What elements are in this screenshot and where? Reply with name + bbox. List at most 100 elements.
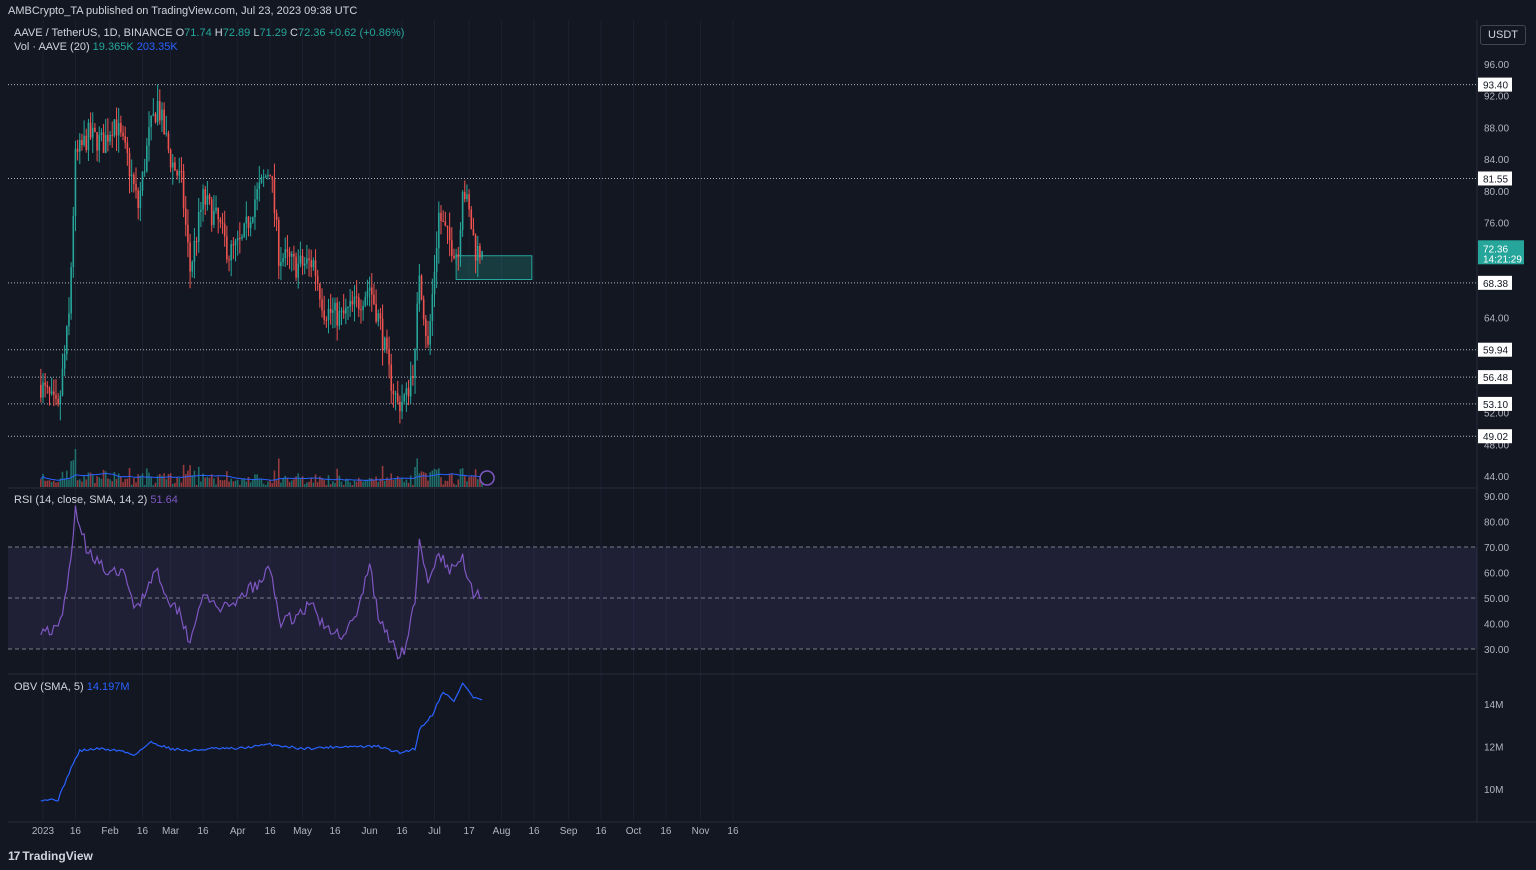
candle-body xyxy=(70,267,72,314)
candle-body xyxy=(195,240,198,242)
volume-bar xyxy=(156,475,159,487)
candle-body xyxy=(55,394,57,399)
price-tick-label: 92.00 xyxy=(1484,92,1509,103)
volume-bar xyxy=(53,480,55,487)
candle-body xyxy=(178,171,181,176)
candle-body xyxy=(332,310,334,313)
candle-body xyxy=(169,149,172,168)
candle-body xyxy=(453,255,455,259)
candle-body xyxy=(476,246,479,261)
volume-bar xyxy=(446,480,449,487)
volume-bar xyxy=(130,484,133,487)
candle-body xyxy=(386,337,388,349)
candle-body xyxy=(282,258,284,263)
candle-body xyxy=(457,254,460,257)
volume-bar xyxy=(221,480,224,487)
candle-body xyxy=(427,335,429,345)
candle-body xyxy=(98,134,101,151)
currency-button[interactable]: USDT xyxy=(1480,25,1526,45)
symbol-label[interactable]: AAVE / TetherUS, 1D, BINANCE xyxy=(14,27,173,39)
volume-bar xyxy=(321,477,323,487)
candle-body xyxy=(249,222,252,229)
volume-bar xyxy=(191,475,194,487)
time-tick-label: 16 xyxy=(197,826,209,837)
candle-body xyxy=(297,263,300,278)
time-tick-label: Nov xyxy=(692,826,710,837)
volume-bar xyxy=(444,480,447,487)
volume-bar xyxy=(308,481,310,487)
candle-body xyxy=(180,171,183,173)
candle-body xyxy=(89,122,92,138)
rsi-label[interactable]: RSI (14, close, SMA, 14, 2) xyxy=(14,494,148,506)
candle-body xyxy=(184,208,187,225)
time-tick-label: 16 xyxy=(137,826,149,837)
volume-bar xyxy=(448,473,451,487)
level-label-bg xyxy=(1478,275,1512,290)
volume-bar xyxy=(416,458,418,487)
candle-body xyxy=(219,219,222,223)
time-tick-label: 16 xyxy=(396,826,408,837)
volume-bar xyxy=(414,467,416,487)
candle-body xyxy=(40,384,42,398)
axis-layer: 96.00 92.00 88.00 84.00 80.00 76.00 64.00 52.00… xyxy=(32,60,1524,837)
volume-bar xyxy=(245,481,248,487)
volume-bar xyxy=(193,470,196,487)
candle-body xyxy=(349,300,351,307)
candle-body xyxy=(243,223,245,237)
candle-body xyxy=(174,162,176,171)
candle-body xyxy=(165,132,168,134)
volume-bar xyxy=(418,473,421,487)
volume-bar xyxy=(368,478,371,487)
obv-value: 14.197M xyxy=(86,681,130,693)
volume-bar xyxy=(100,478,103,487)
volume-bar xyxy=(208,477,211,487)
candle-body xyxy=(217,207,220,220)
volume-bar xyxy=(303,484,306,487)
candle-body xyxy=(340,310,343,312)
candle-body xyxy=(399,401,401,412)
volume-bar xyxy=(435,469,438,487)
volume-bar xyxy=(152,484,155,487)
candle-body xyxy=(481,251,483,258)
candle-body xyxy=(308,258,310,261)
brand: 17 TradingView xyxy=(8,849,93,863)
volume-bar xyxy=(241,478,243,487)
candle-body xyxy=(42,382,44,398)
candle-body xyxy=(431,294,434,322)
candle-body xyxy=(130,174,133,177)
candle-body xyxy=(390,364,393,391)
volume-label[interactable]: Vol · AAVE (20) xyxy=(14,41,90,53)
rsi-tick-label: 40.00 xyxy=(1484,620,1509,631)
volume-bar xyxy=(44,480,46,487)
high-label: H xyxy=(214,27,223,39)
volume-bar xyxy=(286,478,289,487)
obv-legend: OBV (SMA, 5) 14.197M xyxy=(14,681,130,693)
rsi-legend: RSI (14, close, SMA, 14, 2) 51.64 xyxy=(14,494,178,506)
candle-body xyxy=(301,255,304,266)
candle-body xyxy=(383,337,386,350)
obv-label[interactable]: OBV (SMA, 5) xyxy=(14,681,84,693)
obv-line xyxy=(40,682,483,802)
candle-body xyxy=(252,217,254,223)
candle-body xyxy=(345,307,347,314)
candle-body xyxy=(133,174,135,184)
volume-ma-value: 203.35K xyxy=(136,41,178,53)
candle-body xyxy=(232,244,235,246)
volume-bar xyxy=(42,473,44,487)
volume-bar xyxy=(420,471,423,487)
lightning-icon xyxy=(479,470,495,486)
volume-bar xyxy=(282,478,284,487)
candle-body xyxy=(438,212,440,249)
candle-body xyxy=(141,171,144,191)
time-tick-label: Aug xyxy=(493,826,511,837)
rsi-tick-label: 50.00 xyxy=(1484,594,1509,605)
obv-tick-label: 10M xyxy=(1484,785,1503,796)
candle-body xyxy=(267,175,269,177)
volume-bar xyxy=(178,478,181,487)
volume-layer xyxy=(40,449,495,487)
candle-body xyxy=(334,302,336,311)
volume-bar xyxy=(104,471,107,487)
candle-body xyxy=(264,176,267,178)
volume-bar xyxy=(461,468,464,487)
